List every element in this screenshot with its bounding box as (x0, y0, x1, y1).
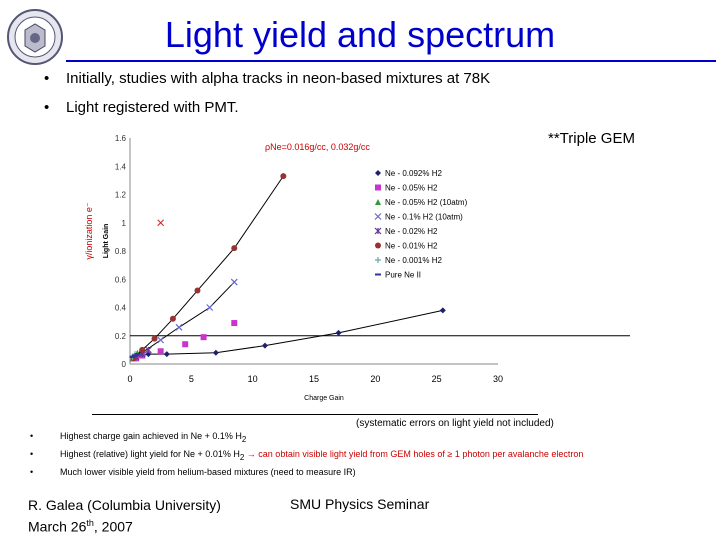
footer-date-prefix: March 26 (28, 518, 87, 535)
systematic-errors-note: (systematic errors on light yield not in… (356, 418, 554, 429)
bullet-symbol: • (30, 431, 34, 441)
slide-title: Light yield and spectrum (164, 14, 556, 55)
small-bullet-light-yield: • Highest (relative) light yield for Ne +… (30, 449, 583, 462)
legend-marker-5 (375, 242, 381, 249)
legend-marker-4 (374, 227, 382, 235)
data-point-series-0 (212, 349, 219, 356)
x-tick-label: 20 (370, 374, 380, 384)
y-axis-outer-label: γ/ionization e⁻ (84, 202, 94, 260)
y-tick-label: 0.6 (115, 275, 127, 284)
y-tick-label: 0.4 (115, 304, 127, 313)
legend-marker-3 (374, 213, 382, 220)
data-point-series-1 (231, 320, 238, 327)
bullet-text: Initially, studies with alpha tracks in … (66, 70, 491, 87)
data-point-series-4 (144, 346, 152, 354)
bullet-text: Highest (relative) light yield for Ne + … (60, 449, 240, 459)
data-point-series-3 (157, 336, 165, 344)
x-tick-label: 0 (127, 374, 132, 384)
data-point-extra (157, 219, 165, 227)
legend-marker-2 (375, 199, 381, 205)
data-point-series-5 (280, 173, 287, 180)
footer-date-sup: th (86, 518, 94, 528)
light-gain-vs-charge-gain-chart: 0 0.2 0.4 0.6 0.8 1 1.2 1.4 1.6 0 5 10 15 20 25 30 Charg… (84, 134, 630, 402)
y-tick-label: 0.8 (115, 247, 127, 256)
legend-label-6: Ne - 0.001% H2 (385, 256, 442, 265)
y-axis-label: Light Gain (103, 224, 110, 259)
small-bullet-charge-gain: • Highest charge gain achieved in Ne + 0.… (30, 431, 246, 444)
subscript: 2 (241, 434, 247, 444)
y-tick-label: 0.2 (115, 332, 127, 341)
small-bullet-helium: • Much lower visible yield from helium-ba… (30, 467, 356, 477)
legend-label-2: Ne - 0.05% H2 (10atm) (385, 198, 468, 207)
data-point-series-0 (145, 351, 152, 358)
triple-gem-note: **Triple GEM (548, 130, 635, 147)
bullet-text: Light registered with PMT. (66, 99, 239, 116)
data-point-series-5 (139, 346, 146, 353)
footer-date-suffix: , 2007 (93, 518, 133, 535)
legend-label-5: Ne - 0.01% H2 (385, 242, 438, 251)
data-point-series-1 (182, 341, 189, 348)
legend-label-7: Pure Ne II (385, 271, 421, 280)
legend-marker-0 (375, 170, 381, 176)
bullet-pmt: • Light registered with PMT. (44, 99, 239, 116)
x-tick-label: 5 (189, 374, 194, 384)
bullet-symbol: • (30, 467, 34, 477)
data-point-series-3 (230, 278, 238, 286)
footer-author-date: R. Galea (Columbia University) March 26t… (28, 496, 221, 536)
y-tick-label: 1.4 (115, 162, 127, 171)
series-line-5 (133, 175, 284, 359)
bullet-alpha-tracks: • Initially, studies with alpha tracks in… (44, 70, 490, 87)
y-tick-label: 1.6 (115, 134, 127, 143)
bullet-red-text: → can obtain visible light yield from GE… (244, 449, 584, 459)
data-point-series-0 (163, 351, 170, 358)
legend-label-4: Ne - 0.02% H2 (385, 227, 438, 236)
legend-label-0: Ne - 0.092% H2 (385, 169, 442, 178)
y-tick-label: 1 (122, 219, 127, 228)
x-tick-label: 10 (248, 374, 258, 384)
data-point-series-3 (175, 323, 183, 331)
data-point-series-0 (439, 307, 446, 314)
series-line-0 (136, 309, 443, 358)
density-note: ρNe=0.016g/cc, 0.032g/cc (265, 142, 370, 152)
bullet-symbol: • (44, 99, 50, 116)
x-tick-label: 15 (309, 374, 319, 384)
y-tick-label: 1.2 (115, 191, 127, 200)
y-tick-label: 0 (122, 360, 127, 369)
subscript: 2 (239, 452, 245, 462)
university-seal-logo (7, 9, 63, 65)
legend-marker-1 (375, 184, 381, 191)
data-point-series-0 (335, 329, 342, 336)
bullet-text: Much lower visible yield from helium-bas… (60, 467, 356, 477)
title-divider (66, 60, 716, 62)
data-point-series-5 (151, 335, 158, 342)
bullet-symbol: • (30, 449, 34, 459)
legend-label-1: Ne - 0.05% H2 (385, 184, 438, 193)
data-point-series-5 (231, 245, 238, 252)
data-point-series-1 (157, 348, 164, 355)
x-tick-label: 30 (493, 374, 503, 384)
x-tick-label: 25 (432, 374, 442, 384)
data-point-series-5 (169, 315, 176, 322)
legend-label-3: Ne - 0.1% H2 (10atm) (385, 213, 463, 222)
bullet-text: Highest charge gain achieved in Ne + 0.1… (60, 431, 242, 441)
footer-seminar: SMU Physics Seminar (290, 496, 430, 512)
footer-author: R. Galea (Columbia University) (28, 497, 221, 513)
footer-date: March 26th, 2007 (28, 514, 221, 536)
separator-line (92, 414, 538, 415)
data-point-series-3 (206, 304, 214, 311)
data-point-series-5 (194, 287, 201, 294)
data-point-series-0 (261, 342, 268, 349)
data-point-series-1 (200, 334, 207, 341)
bullet-symbol: • (44, 70, 50, 87)
x-axis-label: Charge Gain (304, 395, 344, 402)
legend-marker-6 (375, 257, 381, 263)
